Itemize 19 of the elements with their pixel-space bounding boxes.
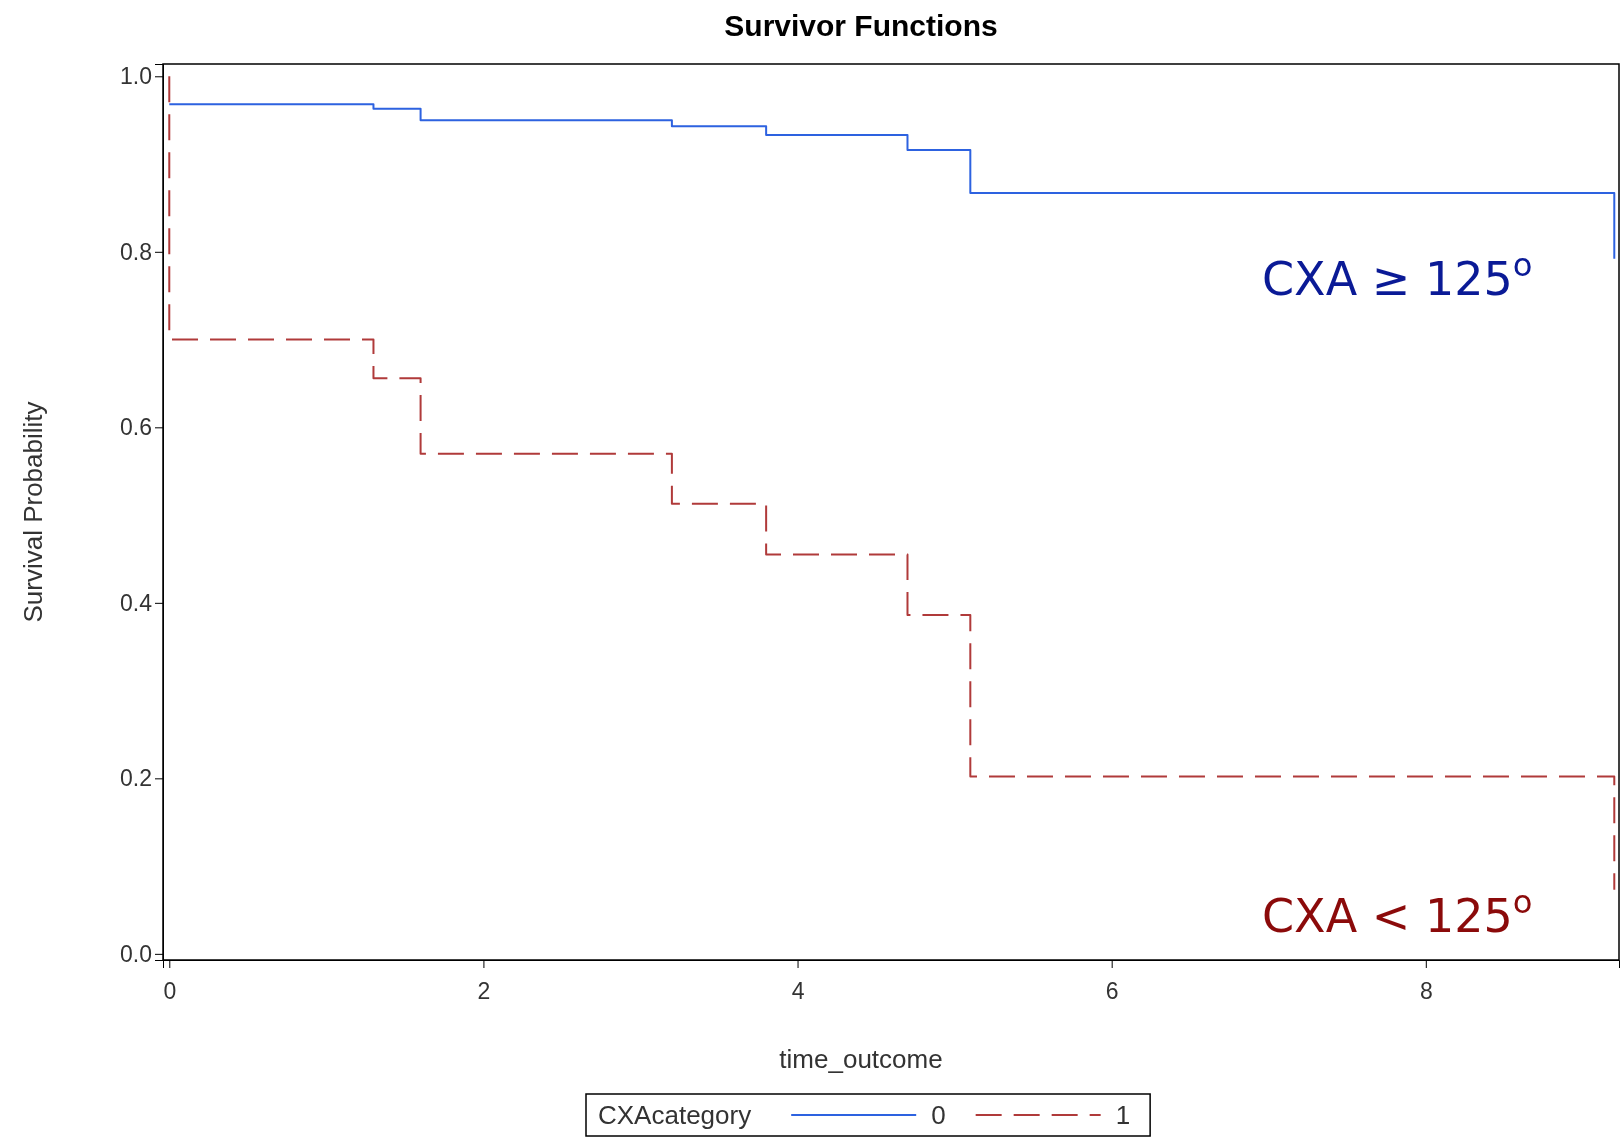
legend-title: CXAcategory	[598, 1100, 752, 1130]
chart-title: Survivor Functions	[724, 9, 998, 42]
legend-label: 1	[1115, 1100, 1131, 1130]
y-tick-label: 0.0	[120, 940, 152, 967]
x-axis-title: time_outcome	[779, 1044, 943, 1074]
x-tick-label: 0	[163, 977, 177, 1004]
x-tick-label: 6	[1105, 977, 1119, 1004]
y-tick-label: 1.0	[120, 63, 152, 90]
y-tick-label: 0.2	[120, 765, 152, 792]
annotation: CXA ≥ 125$^{o}$	[1262, 246, 1533, 306]
y-axis-title: Survival Probability	[18, 401, 48, 623]
x-tick-label: 8	[1419, 977, 1433, 1004]
x-tick-label: 4	[791, 977, 805, 1004]
annotation: CXA < 125$^{o}$	[1262, 883, 1533, 943]
legend-label: 0	[931, 1100, 946, 1130]
x-tick-label: 2	[477, 977, 491, 1004]
y-tick-label: 0.6	[120, 414, 152, 441]
y-tick-label: 0.4	[120, 589, 153, 616]
y-tick-label: 0.8	[120, 238, 152, 265]
